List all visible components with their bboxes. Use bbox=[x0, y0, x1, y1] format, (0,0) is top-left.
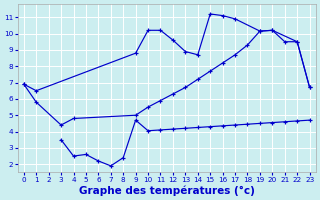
X-axis label: Graphe des températures (°c): Graphe des températures (°c) bbox=[79, 185, 255, 196]
